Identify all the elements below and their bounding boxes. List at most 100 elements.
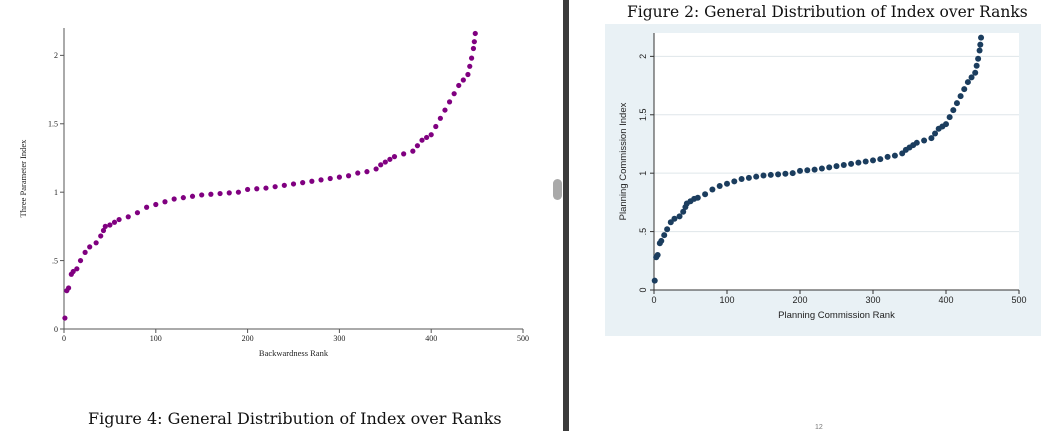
data-point — [957, 93, 964, 100]
data-point — [943, 121, 949, 128]
data-point — [446, 99, 453, 105]
data-point — [378, 162, 384, 168]
y-tick-label: 0 — [54, 325, 58, 334]
data-point — [226, 190, 232, 196]
data-point — [651, 277, 658, 284]
y-tick-label: 1.5 — [638, 109, 648, 122]
data-point — [921, 137, 928, 144]
data-point — [928, 135, 935, 142]
data-point — [387, 156, 393, 162]
data-point — [731, 178, 738, 185]
data-point — [811, 166, 818, 173]
data-point — [414, 143, 421, 149]
y-tick-label: .5 — [638, 228, 648, 236]
data-point — [953, 100, 960, 107]
data-point — [391, 154, 398, 160]
data-point — [263, 185, 269, 191]
data-point — [428, 132, 434, 138]
data-point — [235, 189, 242, 195]
x-tick-label: 300 — [333, 334, 345, 343]
y-tick-label: 1.5 — [48, 120, 58, 129]
data-point — [87, 244, 93, 250]
data-point — [98, 233, 104, 239]
data-point — [968, 74, 975, 81]
left-scatter-chart: 0 100 200 300 400 500 0 .5 1 1.5 2 Backwardness Ran… — [18, 28, 529, 358]
data-point — [848, 160, 855, 167]
x-tick-label: 100 — [150, 334, 162, 343]
data-point — [891, 152, 898, 159]
data-point — [245, 186, 251, 193]
x-tick-label: 200 — [792, 295, 807, 305]
data-point — [658, 237, 665, 244]
data-point — [724, 180, 730, 187]
split-divider[interactable] — [563, 0, 569, 431]
data-point — [472, 30, 478, 37]
data-point — [419, 137, 425, 143]
data-point — [74, 266, 80, 272]
data-point — [661, 232, 668, 239]
data-point — [272, 184, 278, 190]
data-point — [355, 170, 361, 176]
data-point — [107, 222, 113, 228]
left-document-page — [0, 0, 563, 431]
data-point — [680, 208, 687, 215]
y-tick-label: 2 — [54, 51, 58, 60]
y-tick-label: .5 — [52, 256, 58, 265]
data-point — [862, 158, 869, 165]
data-point — [345, 173, 352, 179]
data-point — [162, 199, 168, 205]
data-point — [460, 77, 466, 83]
x-tick-label: 200 — [242, 334, 254, 343]
data-point — [82, 249, 88, 255]
data-point — [932, 130, 939, 137]
data-point — [884, 153, 891, 160]
data-point — [470, 45, 477, 52]
page-number-mark: 12 — [815, 424, 823, 431]
right-scatter-chart: 0 100 200 300 400 500 0 .5 1 1.5 2 Planning Commiss… — [618, 33, 1027, 321]
data-point — [738, 176, 745, 183]
data-point — [208, 191, 214, 197]
x-tick-label: 0 — [651, 295, 656, 305]
data-point — [180, 195, 186, 201]
data-point — [804, 167, 811, 174]
x-tick-label: 300 — [865, 295, 880, 305]
data-point — [826, 164, 833, 171]
x-axis-label: Planning Commission Rank — [778, 310, 895, 321]
data-point — [840, 162, 847, 169]
data-point — [950, 107, 957, 114]
y-tick-label: 1 — [638, 171, 648, 176]
data-point — [77, 257, 84, 264]
data-point — [437, 115, 443, 121]
x-tick-label: 500 — [517, 334, 529, 343]
data-point — [318, 177, 324, 183]
scrollbar-handle[interactable] — [553, 179, 562, 200]
data-point — [93, 240, 99, 246]
data-point — [978, 34, 985, 41]
data-point — [972, 69, 979, 76]
data-point — [134, 210, 141, 216]
plot-area — [654, 33, 1019, 290]
data-point — [676, 213, 683, 220]
data-point — [961, 86, 968, 93]
data-point — [189, 193, 196, 199]
data-point — [125, 214, 131, 220]
data-point — [65, 285, 72, 291]
data-point — [870, 157, 876, 164]
data-point — [716, 183, 723, 190]
data-point — [977, 41, 984, 48]
data-point — [456, 82, 462, 89]
data-point — [855, 159, 862, 166]
data-point — [102, 223, 108, 229]
right-figure-title: Figure 2: General Distribution of Index … — [627, 3, 1028, 21]
data-point — [664, 226, 671, 233]
data-point — [767, 171, 774, 178]
data-point — [281, 182, 287, 188]
data-point — [336, 174, 342, 180]
left-figure-caption: Figure 4: General Distribution of Index … — [88, 409, 502, 428]
data-point — [442, 107, 448, 113]
x-tick-label: 100 — [719, 295, 734, 305]
data-point — [877, 156, 884, 163]
data-point — [775, 171, 782, 178]
data-point — [760, 172, 767, 179]
data-point — [694, 194, 701, 201]
